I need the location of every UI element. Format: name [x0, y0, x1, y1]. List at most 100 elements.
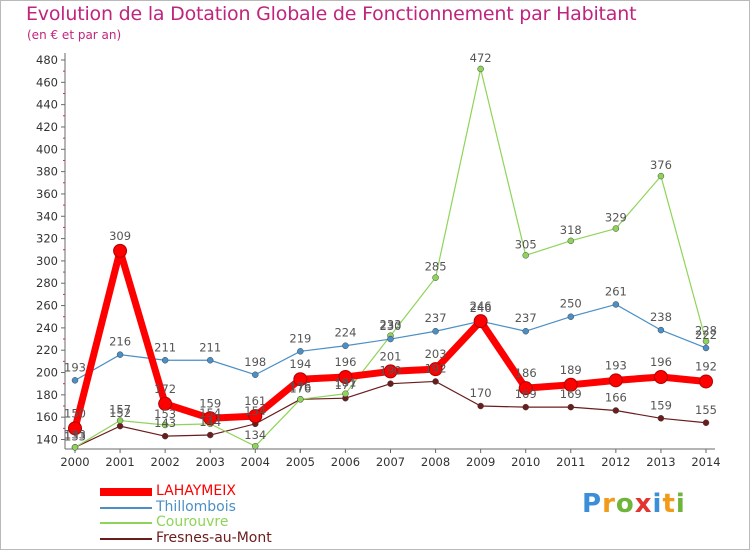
series-point-courouvre-2009 [477, 65, 484, 73]
y-tick-label-180: 180 [36, 388, 58, 402]
data-label-courouvre-2012: 329 [605, 211, 627, 225]
data-label-courouvre-2003: 154 [199, 406, 221, 420]
data-label-fresnes-au-mont-2000: 133 [64, 427, 86, 441]
series-point-courouvre-2004 [252, 442, 259, 450]
data-label-courouvre-2009: 472 [470, 51, 492, 65]
y-tick-label-380: 380 [36, 165, 58, 179]
data-label-lahaymeix-2007: 201 [380, 349, 402, 363]
y-tick-label-480: 480 [36, 53, 58, 67]
data-label-courouvre-2014: 228 [695, 323, 717, 337]
data-label-thillombois-2008: 237 [425, 311, 447, 325]
data-label-thillombois-2001: 216 [109, 335, 131, 349]
data-label-thillombois-2009: 246 [470, 301, 492, 315]
series-point-thillombois-2000 [71, 377, 79, 384]
series-point-lahaymeix-2005 [293, 372, 308, 387]
series-point-lahaymeix-2003 [203, 411, 218, 426]
legend-swatch-thillombois [100, 506, 152, 509]
series-point-lahaymeix-2004 [248, 409, 263, 424]
legend-swatch-fresnes-au-mont [100, 537, 152, 540]
data-label-lahaymeix-2002: 172 [154, 382, 176, 396]
y-tick-label-260: 260 [36, 299, 58, 313]
data-label-thillombois-2013: 238 [650, 310, 672, 324]
x-tick-label-2012: 2012 [601, 455, 630, 469]
data-label-courouvre-2005: 176 [289, 381, 311, 395]
data-label-thillombois-2006: 224 [334, 326, 356, 340]
series-point-lahaymeix-2001 [113, 243, 128, 258]
data-label-lahaymeix-2000: 150 [64, 406, 86, 420]
data-label-courouvre-2002: 153 [154, 407, 176, 421]
data-label-fresnes-au-mont-2002: 143 [154, 416, 176, 430]
series-point-lahaymeix-2012 [608, 373, 623, 388]
data-label-thillombois-2007: 230 [380, 319, 402, 333]
data-label-courouvre-2013: 376 [650, 158, 672, 172]
series-point-thillombois-2008 [432, 327, 439, 335]
series-point-courouvre-2002 [161, 421, 169, 429]
series-point-courouvre-2005 [297, 396, 304, 403]
series-point-courouvre-2008 [432, 274, 439, 281]
series-point-courouvre-2000 [71, 444, 79, 451]
y-tick-label-420: 420 [36, 120, 58, 134]
x-tick-label-2005: 2005 [286, 455, 315, 469]
y-tick-label-140: 140 [36, 433, 58, 447]
series-point-lahaymeix-2011 [563, 377, 578, 392]
x-tick-label-2004: 2004 [241, 455, 270, 469]
x-tick-label-2007: 2007 [376, 455, 405, 469]
data-label-fresnes-au-mont-2006: 177 [334, 378, 356, 392]
data-label-thillombois-2003: 211 [199, 340, 221, 354]
data-label-fresnes-au-mont-2009: 170 [470, 386, 492, 400]
data-label-thillombois-2005: 219 [289, 331, 311, 345]
proxiti-logo: Proxiti [582, 489, 686, 519]
y-tick-label-200: 200 [36, 366, 58, 380]
data-label-lahaymeix-2005: 194 [289, 357, 311, 371]
series-point-lahaymeix-2007 [383, 364, 398, 379]
series-point-courouvre-2013 [657, 172, 665, 180]
series-point-fresnes-au-mont-2007 [387, 380, 394, 387]
x-tick-label-2011: 2011 [556, 455, 585, 469]
data-label-thillombois-2000: 193 [64, 360, 86, 374]
y-tick-label-340: 340 [36, 209, 58, 223]
series-point-fresnes-au-mont-2003 [206, 431, 214, 439]
legend-label-thillombois: Thillombois [156, 498, 236, 515]
data-label-lahaymeix-2011: 189 [560, 363, 582, 377]
y-tick-label-460: 460 [36, 75, 58, 89]
y-tick-label-400: 400 [36, 142, 58, 156]
series-point-thillombois-2004 [252, 371, 259, 379]
data-label-thillombois-2004: 198 [244, 355, 266, 369]
x-tick-label-2002: 2002 [151, 455, 180, 469]
data-label-fresnes-au-mont-2003: 144 [199, 415, 221, 429]
legend-swatch-courouvre [100, 522, 152, 524]
x-tick-label-2008: 2008 [421, 455, 450, 469]
data-label-thillombois-2014: 222 [695, 328, 717, 342]
y-tick-label-160: 160 [36, 410, 58, 424]
series-point-thillombois-2012 [612, 301, 620, 308]
series-point-fresnes-au-mont-2012 [612, 407, 620, 414]
series-point-lahaymeix-2013 [653, 369, 668, 384]
data-label-lahaymeix-2010: 186 [515, 366, 537, 380]
series-point-courouvre-2014 [702, 338, 710, 345]
x-tick-label-2001: 2001 [105, 455, 134, 469]
series-point-thillombois-2002 [161, 357, 169, 364]
series-point-fresnes-au-mont-2008 [432, 378, 439, 385]
series-point-fresnes-au-mont-2011 [567, 403, 575, 411]
x-tick-label-2014: 2014 [691, 455, 720, 469]
series-point-courouvre-2011 [567, 237, 575, 245]
series-point-fresnes-au-mont-2010 [522, 403, 529, 411]
series-point-thillombois-2013 [657, 326, 665, 334]
data-label-courouvre-2001: 157 [109, 403, 131, 417]
data-label-fresnes-au-mont-2012: 166 [605, 390, 627, 404]
chart-title: Evolution de la Dotation Globale de Fonc… [26, 3, 637, 25]
data-label-fresnes-au-mont-2014: 155 [695, 403, 717, 417]
legend-label-lahaymeix: LAHAYMEIX [156, 483, 236, 499]
data-label-courouvre-2010: 305 [515, 237, 537, 251]
series-point-thillombois-2001 [116, 351, 124, 358]
series-point-fresnes-au-mont-2009 [477, 402, 484, 410]
data-label-fresnes-au-mont-2010: 169 [515, 387, 537, 401]
series-point-lahaymeix-2008 [428, 362, 443, 377]
data-label-lahaymeix-2003: 159 [199, 396, 221, 410]
data-label-lahaymeix-2001: 309 [109, 229, 131, 243]
series-point-lahaymeix-2010 [518, 381, 533, 396]
data-label-lahaymeix-2012: 193 [605, 358, 627, 372]
data-label-courouvre-2004: 134 [244, 428, 266, 442]
series-point-lahaymeix-2002 [158, 396, 173, 411]
series-point-thillombois-2014 [702, 344, 710, 352]
